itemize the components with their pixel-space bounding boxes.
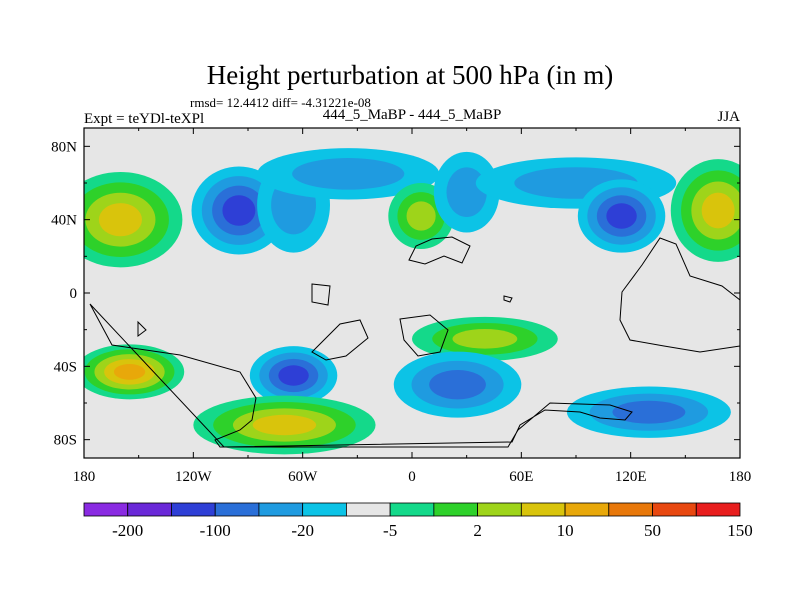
x-tick-label: 60E	[509, 469, 533, 485]
colorbar-swatch	[345, 502, 391, 517]
colorbar-swatch	[608, 502, 653, 517]
colorbar-swatch	[214, 502, 260, 517]
contour-blob	[412, 316, 558, 361]
contour-band	[222, 195, 256, 226]
colorbar: -200 -100 -20 -5 2 10 50 150	[83, 502, 753, 540]
colorbar-swatch	[477, 502, 522, 517]
contour-band	[446, 167, 487, 217]
colorbar-swatch	[564, 502, 610, 517]
continent-outline	[89, 236, 740, 448]
colorbar-tick-label: 150	[727, 521, 753, 540]
colorbar-tick-label: 50	[644, 521, 661, 540]
contour-blob	[193, 395, 376, 455]
colorbar-swatch	[389, 502, 435, 517]
colorbar-tick-label: -5	[383, 521, 397, 540]
colorbar-tick-label: 10	[557, 521, 574, 540]
season-label: JJA	[717, 109, 740, 125]
contour-blob	[393, 351, 522, 418]
contour-blob	[249, 346, 338, 405]
colorbar-swatch	[302, 502, 347, 517]
contour-band	[252, 414, 317, 436]
contour-band	[701, 192, 735, 229]
x-tick-label: 0	[408, 469, 416, 485]
contour-band	[606, 203, 637, 229]
colorbar-swatch	[520, 502, 566, 517]
contour-band	[292, 158, 405, 190]
stats-line: rmsd= 12.4412 diff= -4.31221e-08	[190, 95, 371, 110]
axes: 180 120W 60W 0 60E 120E 180 80N 40N 0 40S 80S	[51, 128, 751, 485]
x-tick-label: 60W	[288, 469, 318, 485]
x-tick-label: 180	[73, 469, 96, 485]
colorbar-swatch	[433, 502, 479, 517]
contour-blob	[84, 172, 183, 268]
case-label: 444_5_MaBP - 444_5_MaBP	[323, 107, 502, 123]
colorbar-swatch	[127, 502, 172, 517]
x-tick-label: 180	[729, 469, 752, 485]
contour-band	[406, 201, 436, 231]
contour-band	[429, 370, 486, 400]
contour-band	[452, 329, 518, 349]
colorbar-tick-label: 2	[473, 521, 482, 540]
experiment-label: Expt = teYDl-teXPl	[84, 111, 204, 127]
contour-blob	[670, 159, 740, 262]
colorbar-swatch	[258, 502, 304, 517]
colorbar-swatch	[83, 502, 129, 517]
colorbar-swatch	[652, 502, 697, 517]
contour-band	[113, 363, 146, 380]
colorbar-swatch	[695, 502, 741, 517]
y-tick-label: 0	[70, 286, 78, 302]
colorbar-swatch	[171, 502, 216, 517]
contour-blob	[566, 386, 731, 438]
colorbar-tick-label: -200	[112, 521, 143, 540]
contour-band	[612, 400, 686, 424]
contour-fill-layer	[84, 148, 740, 455]
chart-title: Height perturbation at 500 hPa (in m)	[207, 60, 613, 90]
contour-band	[278, 365, 309, 386]
contour-blob	[577, 179, 666, 253]
colorbar-tick-label: -100	[200, 521, 231, 540]
contour-blob	[257, 148, 440, 200]
y-tick-label: 40S	[54, 359, 77, 375]
colorbar-tick-label: -20	[291, 521, 314, 540]
plot-area	[83, 127, 741, 459]
y-tick-label: 80N	[51, 139, 77, 155]
contour-blob	[84, 344, 185, 400]
y-tick-label: 40N	[51, 213, 77, 229]
x-tick-label: 120W	[175, 469, 213, 485]
contour-band	[98, 203, 142, 237]
x-tick-label: 120E	[615, 469, 647, 485]
y-tick-label: 80S	[54, 433, 77, 449]
